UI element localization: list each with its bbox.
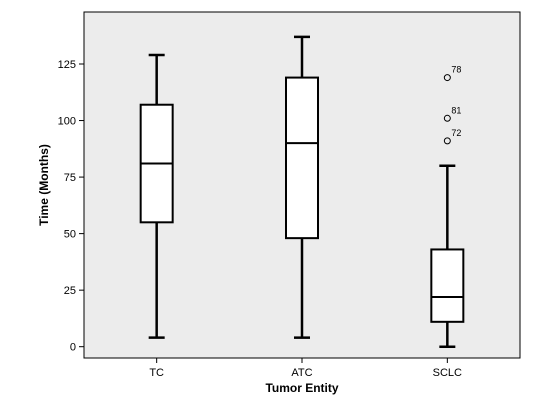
iqr-box — [285, 76, 319, 240]
y-tick-label: 75 — [64, 172, 76, 184]
y-tick-label: 100 — [58, 116, 76, 128]
y-tick-label: 125 — [58, 59, 76, 71]
outlier-label: 81 — [451, 105, 461, 115]
y-axis: 0 25 50 75 100 125 — [58, 59, 84, 354]
outlier-point — [443, 137, 451, 145]
x-tick-label: SCLC — [433, 367, 462, 379]
box-atc — [285, 35, 319, 339]
x-tick-label: ATC — [291, 367, 312, 379]
box-sclc: 78 81 72 — [430, 65, 465, 348]
outlier-label: 72 — [451, 128, 461, 138]
x-axis: TC ATC SCLC — [149, 358, 462, 379]
outlier-label: 78 — [451, 65, 461, 75]
y-tick-label: 0 — [70, 342, 76, 354]
outlier-point — [443, 114, 451, 122]
boxes-layer: 78 81 72 — [139, 35, 465, 348]
y-tick-label: 25 — [64, 285, 76, 297]
x-axis-title: Tumor Entity — [265, 381, 338, 395]
y-tick-label: 50 — [64, 229, 76, 241]
outlier-point — [443, 74, 451, 82]
y-axis-title: Time (Months) — [37, 144, 51, 226]
iqr-box — [430, 248, 465, 323]
x-tick-label: TC — [149, 367, 164, 379]
box-tc — [139, 53, 174, 339]
